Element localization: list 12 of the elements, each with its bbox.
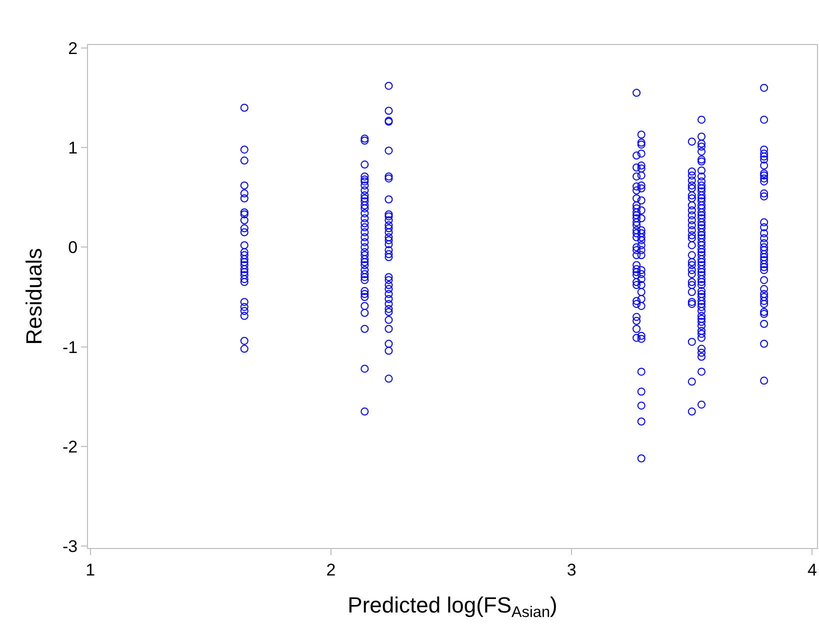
y-tick-label: -2 — [62, 437, 78, 456]
x-tick-label: 1 — [86, 560, 96, 580]
y-axis-title: Residuals — [21, 248, 46, 345]
x-tick-label: 4 — [807, 560, 817, 580]
y-tick-label: -3 — [62, 536, 78, 556]
x-tick-label: 3 — [566, 560, 576, 580]
x-tick-label: 2 — [326, 560, 336, 580]
y-tick-label: 0 — [68, 238, 78, 258]
y-tick-label: -1 — [62, 338, 78, 357]
y-tick-label: 1 — [68, 138, 78, 158]
y-tick-label: 2 — [68, 38, 78, 58]
x-axis-title: Predicted log(FS$_{Asian}$) — [348, 592, 558, 621]
